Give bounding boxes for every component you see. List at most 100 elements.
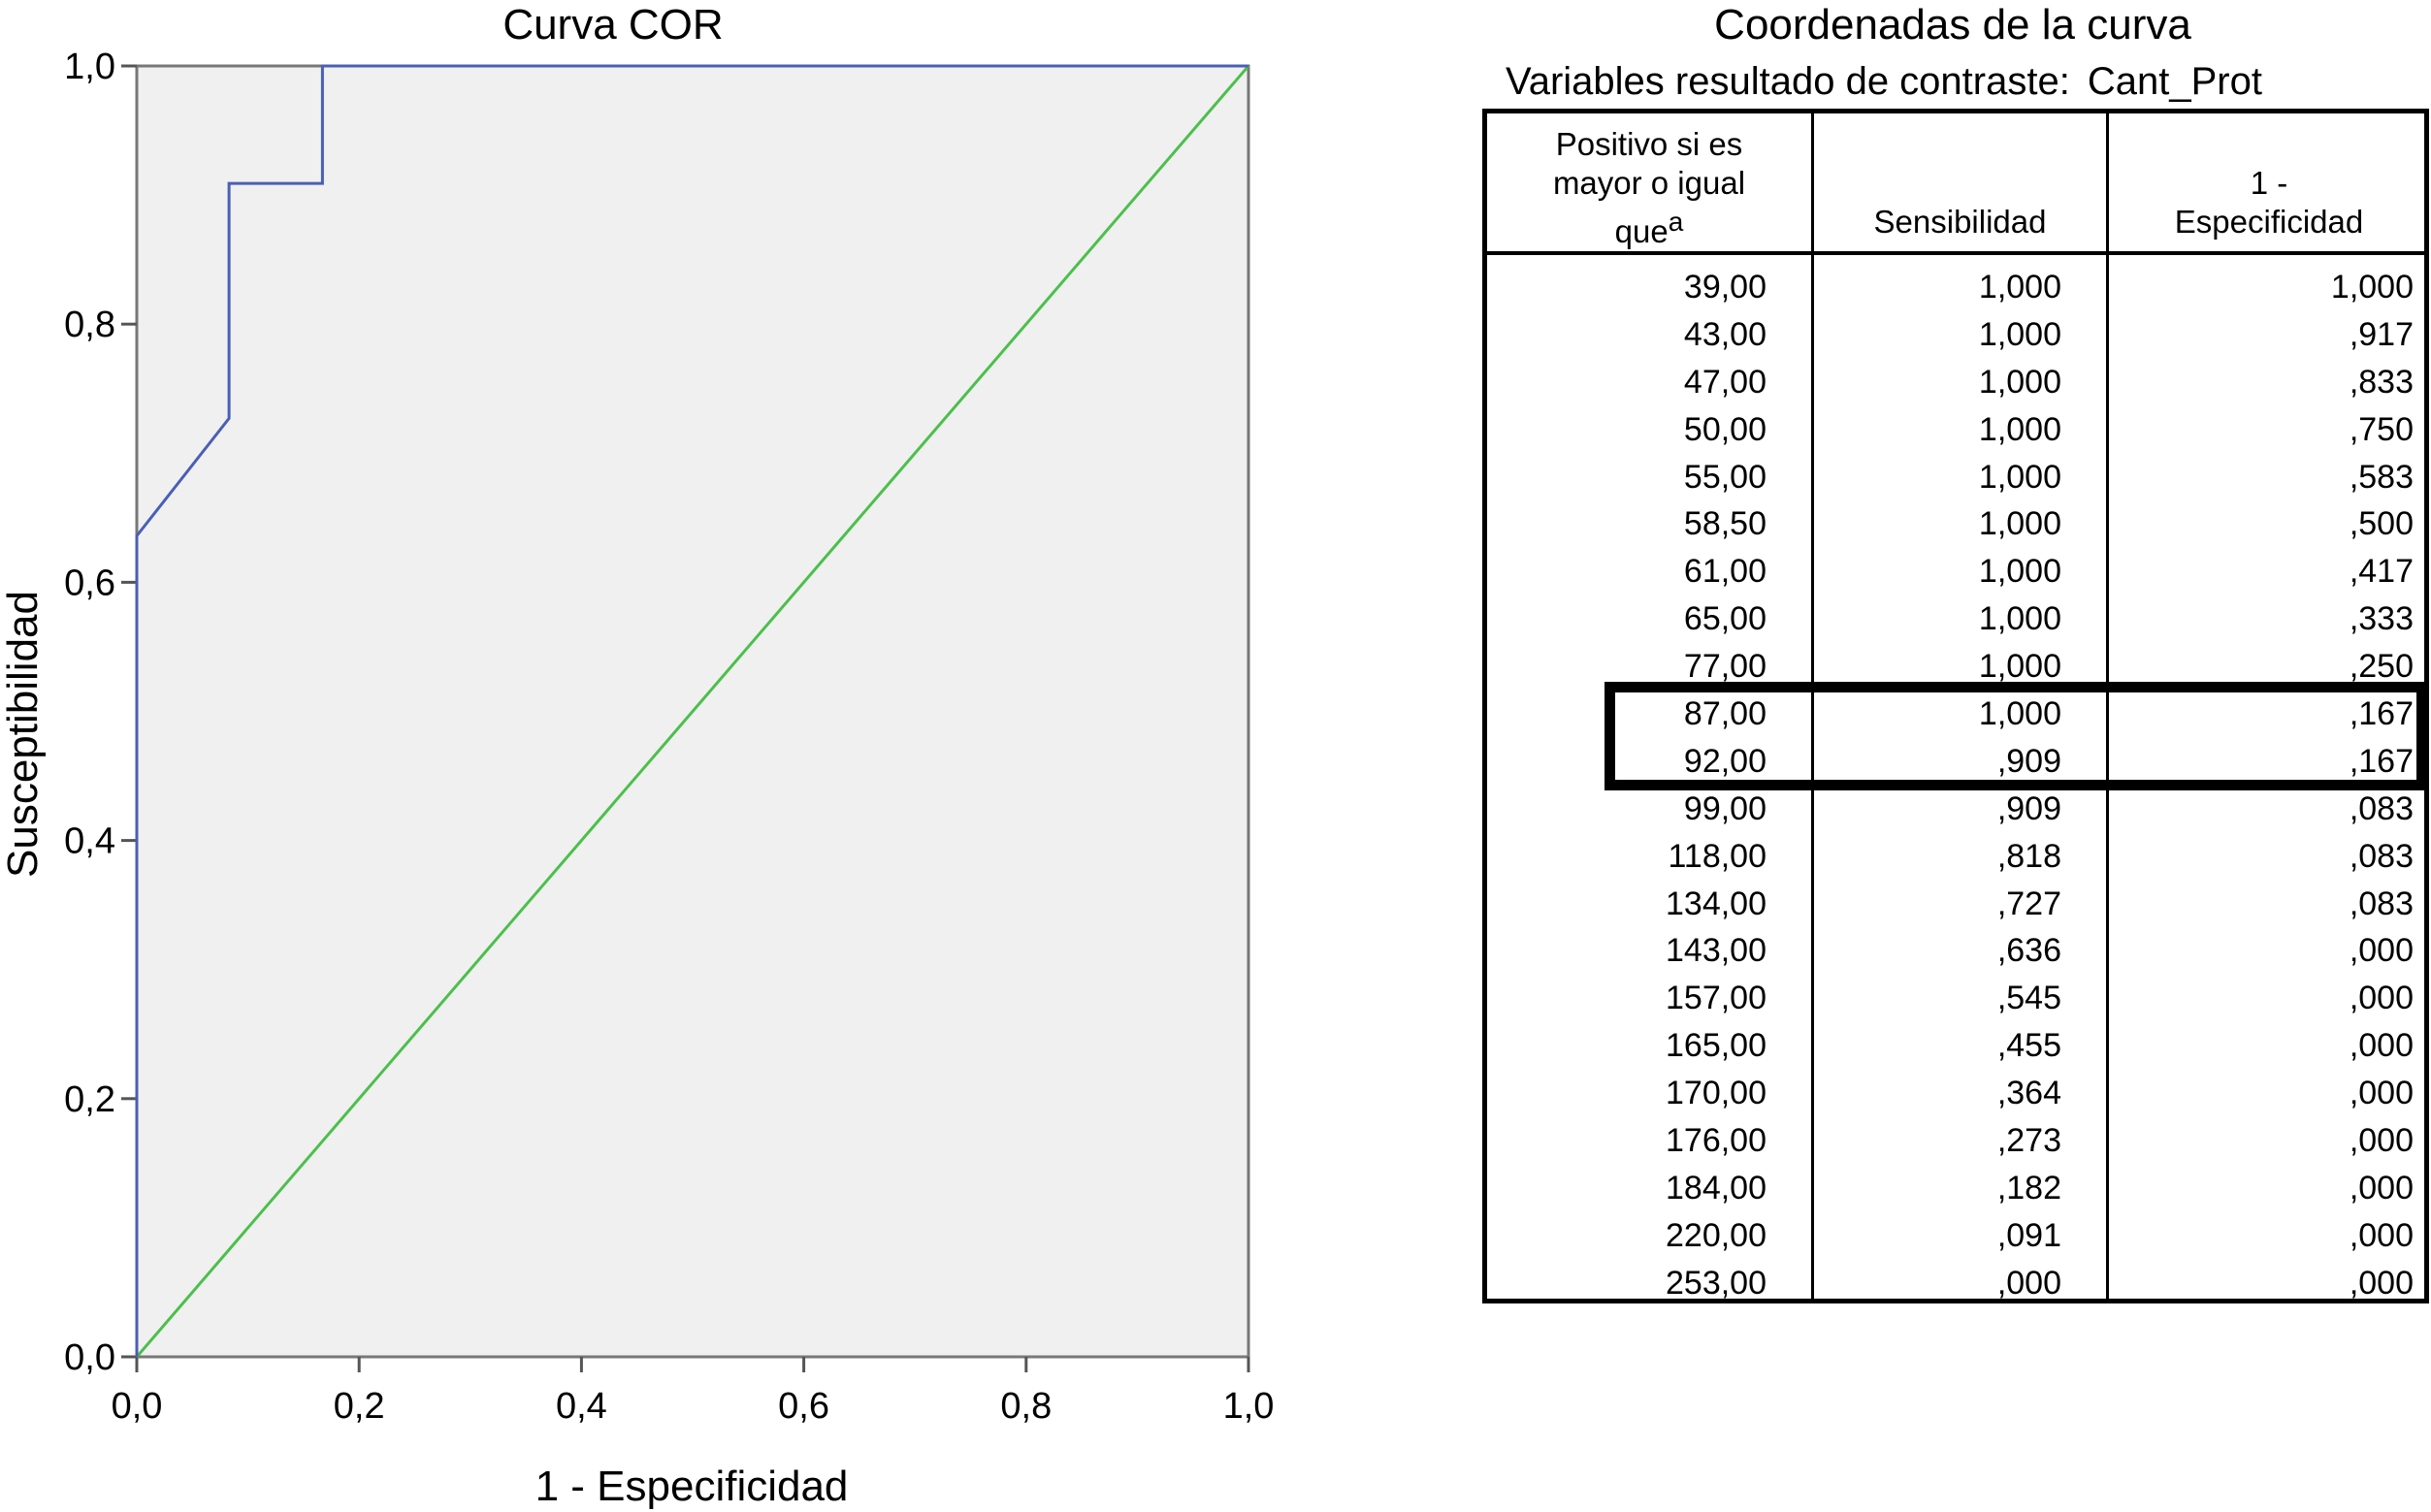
cell-sensitivity: 1,000 <box>1978 315 2061 353</box>
cell-threshold: 99,00 <box>1683 789 1767 827</box>
cell-sensitivity: ,091 <box>1996 1216 2061 1254</box>
cell-threshold: 43,00 <box>1683 315 1767 353</box>
cell-sensitivity: ,000 <box>1996 1264 2061 1302</box>
cell-sensitivity: ,727 <box>1996 885 2061 922</box>
cell-one-minus-specificity: ,500 <box>2349 505 2414 543</box>
cell-one-minus-specificity: ,000 <box>2349 980 2414 1017</box>
y-tick-label: 0,8 <box>64 305 115 345</box>
table-row: 58,50 1,000 ,500 <box>1487 500 2424 548</box>
cell-one-minus-specificity: ,000 <box>2349 1027 2414 1065</box>
x-tick-label: 0,6 <box>778 1386 829 1427</box>
roc-chart: Curva COR 1 - Especificidad Susceptibili… <box>0 1 1275 1510</box>
table-row: 170,00 ,364 ,000 <box>1487 1070 2424 1117</box>
cell-threshold: 47,00 <box>1683 363 1767 401</box>
cell-sensitivity: ,909 <box>1996 742 2061 780</box>
coordinates-panel: Coordenadas de la curva Variables result… <box>1475 0 2431 1512</box>
table-row: 47,00 1,000 ,833 <box>1487 359 2424 406</box>
x-tick-label: 0,2 <box>334 1386 385 1427</box>
table-row: 61,00 1,000 ,417 <box>1487 548 2424 595</box>
cell-threshold: 39,00 <box>1683 269 1767 306</box>
cell-threshold: 253,00 <box>1666 1264 1767 1302</box>
coordinates-table: Positivo si es mayor o igual quea Sensib… <box>1482 109 2429 1303</box>
cell-sensitivity: 1,000 <box>1978 410 2061 448</box>
cell-sensitivity: 1,000 <box>1978 553 2061 591</box>
cell-threshold: 220,00 <box>1666 1216 1767 1254</box>
cell-sensitivity: 1,000 <box>1978 695 2061 733</box>
cell-sensitivity: 1,000 <box>1978 269 2061 306</box>
table-row: 157,00 ,545 ,000 <box>1487 975 2424 1022</box>
table-row: 143,00 ,636 ,000 <box>1487 927 2424 975</box>
y-tick-label: 0,2 <box>64 1079 115 1120</box>
cell-one-minus-specificity: ,917 <box>2349 315 2414 353</box>
cell-sensitivity: 1,000 <box>1978 363 2061 401</box>
cell-threshold: 87,00 <box>1683 695 1767 733</box>
cell-threshold: 50,00 <box>1683 410 1767 448</box>
test-variable-label: Variables resultado de contraste: <box>1506 60 2070 103</box>
cell-sensitivity: ,545 <box>1996 980 2061 1017</box>
chart-title: Curva COR <box>502 1 723 48</box>
cell-sensitivity: ,909 <box>1996 789 2061 827</box>
cell-sensitivity: 1,000 <box>1978 600 2061 638</box>
header-threshold: Positivo si es mayor o igual quea <box>1552 126 1746 249</box>
x-tick-label: 0,8 <box>1000 1386 1052 1427</box>
cell-threshold: 55,00 <box>1683 458 1767 496</box>
cell-threshold: 170,00 <box>1666 1075 1767 1112</box>
cell-sensitivity: ,182 <box>1996 1169 2061 1206</box>
table-row: 99,00 ,909 ,083 <box>1487 786 2424 833</box>
cell-threshold: 77,00 <box>1683 648 1767 686</box>
table-row: 55,00 1,000 ,583 <box>1487 454 2424 501</box>
cell-threshold: 176,00 <box>1666 1122 1767 1160</box>
table-row: 77,00 1,000 ,250 <box>1487 643 2424 691</box>
x-tick-label: 1,0 <box>1223 1386 1275 1427</box>
cell-one-minus-specificity: ,417 <box>2349 553 2414 591</box>
column-divider <box>2106 113 2109 1299</box>
table-row: 176,00 ,273 ,000 <box>1487 1117 2424 1165</box>
table-row: 220,00 ,091 ,000 <box>1487 1212 2424 1260</box>
cell-sensitivity: 1,000 <box>1978 648 2061 686</box>
table-row: 165,00 ,455 ,000 <box>1487 1022 2424 1070</box>
header-one-minus-specificity: 1 - Especificidad <box>2174 165 2364 240</box>
cell-sensitivity: ,455 <box>1996 1027 2061 1065</box>
cell-one-minus-specificity: ,583 <box>2349 458 2414 496</box>
header-sensitivity: Sensibilidad <box>1873 204 2047 240</box>
cell-sensitivity: ,364 <box>1996 1075 2061 1112</box>
y-tick-label: 0,6 <box>64 563 115 603</box>
cell-one-minus-specificity: ,167 <box>2349 742 2414 780</box>
cell-threshold: 92,00 <box>1683 742 1767 780</box>
table-row: 39,00 1,000 1,000 <box>1487 264 2424 311</box>
cell-one-minus-specificity: 1,000 <box>2330 269 2414 306</box>
test-variable-value: Cant_Prot <box>2087 60 2262 103</box>
cell-one-minus-specificity: ,083 <box>2349 789 2414 827</box>
cell-one-minus-specificity: ,000 <box>2349 1216 2414 1254</box>
cell-one-minus-specificity: ,000 <box>2349 1122 2414 1160</box>
x-tick-label: 0,4 <box>556 1386 607 1427</box>
cell-sensitivity: ,818 <box>1996 837 2061 875</box>
cell-sensitivity: 1,000 <box>1978 458 2061 496</box>
cell-one-minus-specificity: ,250 <box>2349 648 2414 686</box>
header-divider <box>1487 251 2424 255</box>
x-axis-label: 1 - Especificidad <box>535 1463 849 1510</box>
cell-one-minus-specificity: ,167 <box>2349 695 2414 733</box>
highlight-box <box>1604 682 2427 790</box>
cell-one-minus-specificity: ,000 <box>2349 1264 2414 1302</box>
cell-threshold: 134,00 <box>1666 885 1767 922</box>
cell-sensitivity: ,273 <box>1996 1122 2061 1160</box>
x-tick-label: 0,0 <box>112 1386 163 1427</box>
cell-sensitivity: ,636 <box>1996 932 2061 970</box>
table-row: 134,00 ,727 ,083 <box>1487 881 2424 928</box>
table-row: 118,00 ,818 ,083 <box>1487 833 2424 881</box>
cell-one-minus-specificity: ,083 <box>2349 837 2414 875</box>
roc-curve-line <box>135 64 1248 1357</box>
table-row: 43,00 1,000 ,917 <box>1487 311 2424 359</box>
cell-one-minus-specificity: ,083 <box>2349 885 2414 922</box>
y-tick-label: 1,0 <box>64 47 115 87</box>
cell-threshold: 65,00 <box>1683 600 1767 638</box>
cell-sensitivity: 1,000 <box>1978 505 2061 543</box>
table-body: 39,00 1,000 1,000 43,00 1,000 ,917 47,00 1,000,… <box>1487 264 2424 1307</box>
cell-one-minus-specificity: ,833 <box>2349 363 2414 401</box>
table-row: 87,00 1,000 ,167 <box>1487 691 2424 738</box>
y-tick-label: 0,4 <box>64 821 115 862</box>
cell-threshold: 143,00 <box>1666 932 1767 970</box>
cell-threshold: 157,00 <box>1666 980 1767 1017</box>
reference-diagonal-line <box>135 65 1250 1358</box>
